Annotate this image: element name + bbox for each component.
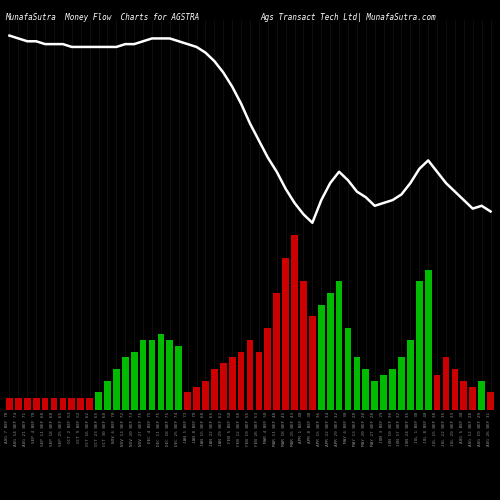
Bar (113, 369, 119, 410)
Bar (460, 381, 467, 410)
Bar (416, 282, 422, 410)
Bar (389, 369, 396, 410)
Text: MunafaSutra  Money Flow  Charts for AGSTRA: MunafaSutra Money Flow Charts for AGSTRA (5, 12, 199, 22)
Bar (372, 381, 378, 410)
Bar (148, 340, 156, 410)
Bar (50, 398, 58, 410)
Bar (470, 386, 476, 410)
Bar (425, 270, 432, 410)
Bar (238, 352, 244, 410)
Bar (24, 398, 30, 410)
Bar (176, 346, 182, 410)
Bar (246, 340, 254, 410)
Bar (300, 282, 307, 410)
Bar (398, 358, 405, 410)
Bar (344, 328, 352, 410)
Bar (229, 358, 235, 410)
Bar (220, 363, 226, 410)
Bar (104, 381, 111, 410)
Bar (68, 398, 75, 410)
Bar (211, 369, 218, 410)
Bar (442, 358, 450, 410)
Bar (33, 398, 40, 410)
Bar (354, 358, 360, 410)
Bar (86, 398, 93, 410)
Bar (193, 386, 200, 410)
Bar (140, 340, 146, 410)
Bar (282, 258, 289, 410)
Bar (318, 304, 324, 410)
Bar (291, 234, 298, 410)
Bar (264, 328, 271, 410)
Bar (487, 392, 494, 410)
Bar (336, 282, 342, 410)
Bar (158, 334, 164, 410)
Bar (122, 358, 128, 410)
Bar (362, 369, 369, 410)
Bar (131, 352, 138, 410)
Bar (478, 381, 485, 410)
Text: Ags Transact Tech Ltd| MunafaSutra.com: Ags Transact Tech Ltd| MunafaSutra.com (260, 12, 436, 22)
Bar (380, 375, 387, 410)
Bar (452, 369, 458, 410)
Bar (184, 392, 191, 410)
Bar (6, 398, 13, 410)
Bar (95, 392, 102, 410)
Bar (327, 293, 334, 410)
Bar (274, 293, 280, 410)
Bar (256, 352, 262, 410)
Bar (166, 340, 173, 410)
Bar (309, 316, 316, 410)
Bar (434, 375, 440, 410)
Bar (407, 340, 414, 410)
Bar (60, 398, 66, 410)
Bar (202, 381, 209, 410)
Bar (42, 398, 48, 410)
Bar (15, 398, 22, 410)
Bar (78, 398, 84, 410)
